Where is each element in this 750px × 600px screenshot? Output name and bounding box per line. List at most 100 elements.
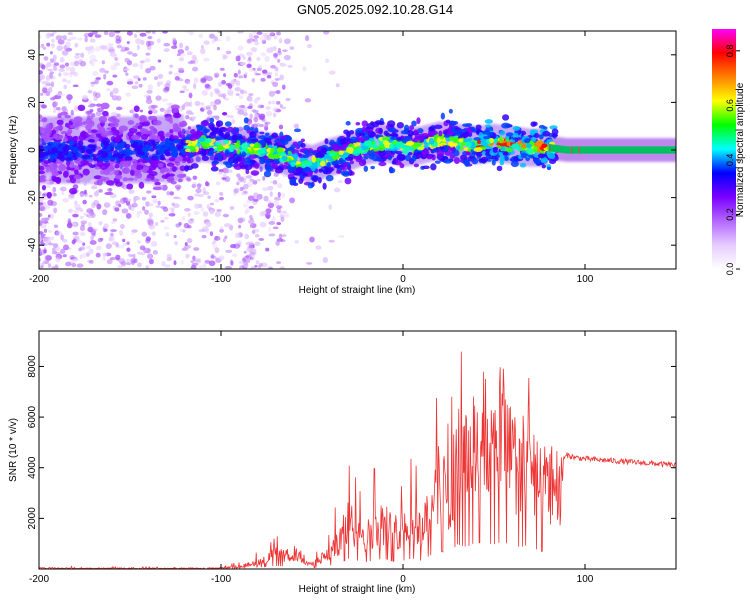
heat-ridge-cell (41, 127, 51, 134)
heat-ridge-cell (88, 138, 96, 143)
heat-line-cell (598, 146, 601, 154)
heat-noise-cell (53, 106, 58, 111)
heat-line-cell (555, 145, 558, 153)
heat-ridge-cell (51, 129, 56, 135)
heat-ridge-cell (381, 136, 391, 140)
heat-noise-cell (94, 79, 100, 85)
heat-noise-cell (207, 195, 211, 199)
heat-ridge-cell (174, 158, 182, 163)
heat-ridge-cell (46, 191, 52, 199)
heat-ridge-cell (134, 170, 140, 176)
heat-noise-cell (283, 213, 290, 218)
heat-noise-cell (69, 72, 73, 78)
heat-noise-cell (95, 110, 102, 117)
heat-noise-cell (244, 233, 250, 240)
heat-noise-cell (56, 92, 63, 97)
heat-ridge-cell (243, 117, 249, 124)
heat-ridge-cell (542, 130, 551, 137)
heat-noise-cell (268, 221, 276, 225)
heat-ridge-cell (367, 130, 376, 138)
x-tick-label: 0 (400, 574, 406, 585)
heat-ridge-cell (402, 145, 411, 151)
heat-noise-cell (93, 95, 98, 102)
heat-line-cell (559, 145, 561, 153)
heat-noise-cell (103, 202, 111, 208)
heat-ridge-cell (448, 108, 453, 114)
heat-noise-cell (338, 235, 345, 238)
heat-noise-cell (49, 58, 55, 63)
heat-ridge-cell (107, 156, 116, 161)
heat-noise-cell (305, 35, 310, 42)
heat-noise-cell (174, 76, 180, 81)
heat-noise-cell (212, 243, 218, 250)
heat-ridge-cell (512, 125, 520, 132)
heat-ridge-cell (455, 145, 461, 150)
x-tick-label: -200 (29, 574, 49, 585)
heat-ridge-cell (148, 110, 153, 115)
heat-line-cell (609, 146, 611, 154)
heat-ridge-cell (106, 180, 115, 186)
heat-noise-cell (159, 81, 164, 86)
heat-noise-cell (161, 98, 169, 102)
heat-ridge-cell (152, 120, 162, 126)
heat-ridge-cell (39, 170, 46, 175)
spectrogram-x-ticks: -200 -100 0 100 (29, 31, 594, 285)
heat-noise-cell (186, 238, 193, 244)
heat-noise-cell (322, 257, 329, 264)
heat-ridge-cell (530, 136, 537, 143)
heat-ridge-cell (436, 137, 441, 144)
heat-noise-cell (222, 54, 227, 60)
heat-ridge-cell (168, 173, 175, 177)
heat-ridge-cell (342, 172, 350, 177)
heat-band-cell (374, 125, 377, 164)
heat-noise-cell (213, 88, 220, 93)
heat-noise-cell (134, 197, 141, 201)
heat-noise-cell (230, 79, 237, 85)
heat-noise-cell (234, 187, 240, 193)
heat-noise-cell (281, 234, 287, 237)
heat-noise-cell (249, 113, 253, 120)
heat-line-cell (595, 146, 597, 154)
heat-noise-cell (209, 231, 214, 237)
heat-noise-cell (189, 218, 194, 221)
heat-noise-cell (45, 180, 51, 186)
heat-noise-cell (87, 221, 92, 228)
heat-noise-cell (304, 98, 312, 103)
heat-noise-cell (219, 226, 224, 230)
heat-ridge-cell (387, 155, 392, 161)
heat-noise-cell (216, 209, 222, 212)
heat-line-cell (605, 146, 608, 154)
heat-ridge-cell (293, 128, 301, 133)
heat-noise-cell (287, 64, 293, 68)
heat-noise-cell (219, 228, 224, 233)
heat-noise-cell (193, 210, 200, 215)
heat-noise-cell (240, 89, 245, 94)
heat-ridge-cell (546, 166, 552, 171)
heat-noise-cell (62, 198, 69, 203)
heat-noise-cell (249, 247, 256, 252)
heat-line-cell (592, 146, 594, 154)
heat-noise-cell (253, 116, 259, 123)
heat-noise-cell (131, 85, 139, 90)
heat-ridge-cell (385, 132, 392, 138)
heat-line-cell (653, 146, 655, 154)
heat-noise-cell (116, 44, 123, 49)
heat-noise-cell (280, 62, 287, 67)
heat-noise-cell (178, 197, 183, 201)
heat-noise-cell (258, 237, 265, 241)
heat-noise-cell (76, 240, 84, 244)
heat-noise-cell (281, 192, 286, 199)
heat-ridge-cell (524, 137, 531, 144)
heat-line-cell (575, 146, 578, 154)
heat-noise-cell (65, 65, 70, 71)
heat-noise-cell (160, 219, 165, 223)
heat-noise-cell (225, 54, 229, 59)
heat-line-cell (656, 146, 659, 154)
heat-noise-cell (278, 210, 283, 214)
heat-ridge-cell (462, 138, 470, 143)
heat-ridge-cell (455, 131, 462, 136)
heat-noise-cell (204, 83, 211, 88)
heat-ridge-cell (449, 120, 455, 126)
heat-ridge-cell (378, 120, 385, 126)
heat-noise-cell (224, 97, 229, 101)
